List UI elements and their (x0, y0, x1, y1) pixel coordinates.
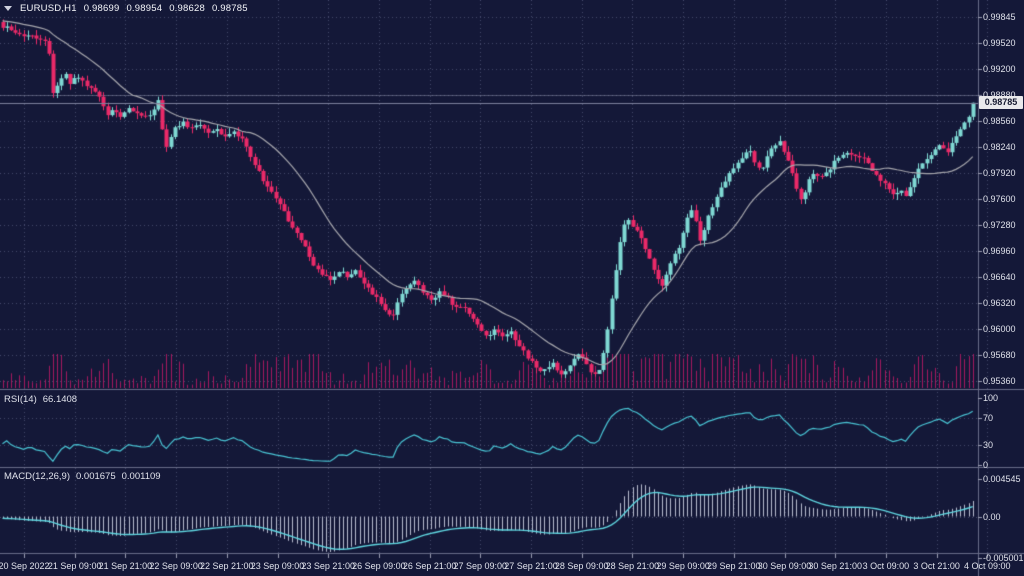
price-axis-tick: 0.96640 (983, 272, 1016, 283)
rsi-axis-tick: 100 (983, 393, 999, 403)
price-axis-tick: 0.96000 (983, 324, 1016, 335)
time-axis-tick: 4 Oct 09:00 (964, 561, 1011, 571)
price-axis-tick: 0.96320 (983, 298, 1016, 309)
rsi-indicator-label: RSI(14) 66.1408 (4, 394, 77, 405)
price-axis-tick: 0.98560 (983, 116, 1016, 127)
time-axis-tick: 20 Sep 2022 (0, 561, 50, 571)
time-axis-tick: 28 Sep 09:00 (554, 561, 609, 571)
time-axis-tick: 23 Sep 21:00 (301, 561, 355, 571)
rsi-axis-tick: 70 (983, 413, 994, 424)
macd-axis-tick: 0.00 (983, 511, 1001, 522)
time-axis-tick: 22 Sep 21:00 (200, 561, 254, 571)
time-axis-tick: 3 Oct 21:00 (913, 561, 960, 571)
price-axis-tick: 0.95680 (983, 350, 1016, 361)
chart-menu-icon[interactable] (4, 6, 12, 11)
bar-close-value: 0.98785 (211, 3, 248, 14)
bar-open-value: 0.98699 (83, 3, 120, 14)
time-axis-tick: 30 Sep 21:00 (808, 561, 862, 571)
time-axis-tick: 26 Sep 21:00 (402, 561, 457, 571)
symbol-timeframe: EURUSD,H1 (20, 3, 77, 14)
time-axis-tick: 21 Sep 21:00 (98, 561, 153, 571)
price-axis-tick: 0.99520 (983, 37, 1016, 48)
rsi-value: 66.1408 (42, 394, 78, 405)
time-axis-tick: 27 Sep 09:00 (453, 561, 508, 571)
time-axis-tick: 27 Sep 21:00 (504, 561, 558, 571)
rsi-name: RSI(14) (4, 394, 37, 405)
price-axis-tick: 0.98880 (983, 90, 1016, 101)
price-axis-tick: 0.97920 (983, 168, 1016, 179)
time-axis-tick: 30 Sep 09:00 (757, 561, 812, 571)
macd-axis-tick: -0.005001 (983, 552, 1024, 563)
price-axis-tick: 0.95360 (983, 376, 1016, 387)
price-axis-tick: 0.96960 (983, 246, 1016, 257)
macd-axis-tick: 0.004545 (983, 474, 1021, 484)
macd-name: MACD(12,26,9) (4, 471, 70, 482)
current-price-tag: 0.98785 (979, 96, 1023, 110)
time-axis-tick: 21 Sep 09:00 (47, 561, 102, 571)
price-axis-tick: 0.97600 (983, 194, 1016, 205)
time-axis-tick: 23 Sep 09:00 (250, 561, 305, 571)
price-axis-tick: 0.99200 (983, 63, 1016, 74)
bar-low-value: 0.98628 (169, 3, 205, 14)
bar-high-value: 0.98954 (126, 3, 163, 14)
macd-signal-value: 0.001109 (121, 471, 161, 482)
chart-info-line: EURUSD,H1 0.98699 0.98954 0.98628 0.9878… (4, 3, 248, 14)
time-axis-tick: 22 Sep 09:00 (149, 561, 203, 571)
price-axis-tick: 0.98240 (983, 142, 1016, 153)
macd-indicator-label: MACD(12,26,9) 0.001675 0.001109 (4, 471, 161, 482)
time-axis-tick: 29 Sep 09:00 (656, 561, 710, 571)
time-axis-tick: 28 Sep 21:00 (605, 561, 660, 571)
time-axis-tick: 29 Sep 21:00 (707, 561, 761, 571)
time-axis-tick: 3 Oct 09:00 (862, 561, 910, 571)
rsi-axis-tick: 30 (983, 439, 994, 450)
rsi-axis-tick: 0 (983, 460, 989, 470)
macd-main-value: 0.001675 (76, 471, 116, 482)
time-axis-tick: 26 Sep 09:00 (352, 561, 406, 571)
price-axis-tick: 0.99845 (983, 11, 1016, 22)
price-axis-tick: 0.97280 (983, 220, 1016, 231)
